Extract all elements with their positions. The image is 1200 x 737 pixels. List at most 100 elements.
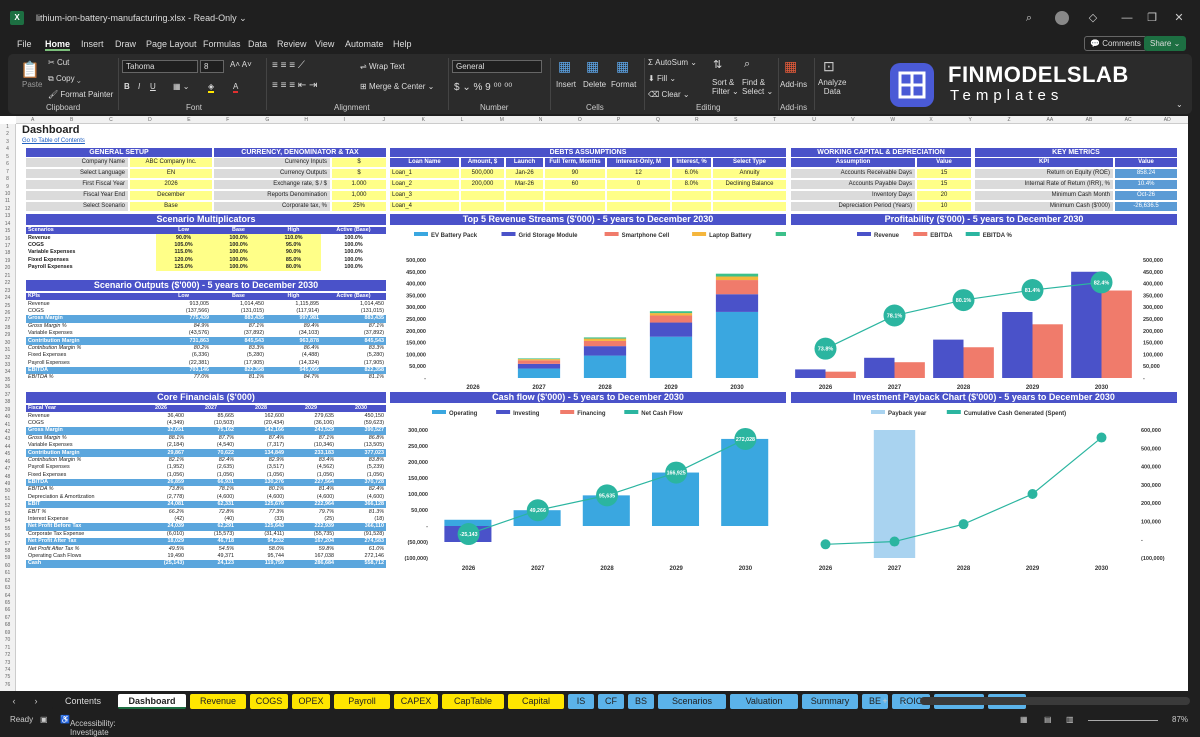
input-cell[interactable]: ABC Company Inc. [130,158,212,167]
table-cell[interactable]: Net Profit After Tax [26,538,136,546]
row-header[interactable]: 45 [4,451,11,458]
row-header[interactable]: 3 [6,138,9,145]
table-cell[interactable]: 120.0% [156,256,211,264]
menu-formulas[interactable]: Formulas [203,39,241,49]
table-cell[interactable]: (1,056) [216,471,234,478]
insert-cells-icon[interactable]: ▦ [558,58,572,74]
row-header[interactable]: 2 [6,131,9,138]
row-header[interactable]: 30 [4,339,11,346]
find-select-icon[interactable]: ⌕ [744,58,751,70]
sheet-tab-opex[interactable]: OPEX [292,694,330,709]
table-cell[interactable]: (10,346) [313,442,334,449]
row-header[interactable]: 74 [4,666,11,673]
table-cell[interactable]: 83.3% [248,344,264,351]
table-cell[interactable]: COGS [28,419,44,426]
table-cell[interactable]: 83.4% [318,456,334,463]
row-header[interactable]: 32 [4,354,11,361]
table-cell[interactable]: (5,280) [246,352,264,359]
column-header[interactable]: AB [1085,117,1093,123]
row-header[interactable]: 16 [4,235,11,242]
row-header[interactable]: 26 [4,309,11,316]
delete-cells-button[interactable]: Delete [583,80,607,89]
table-cell[interactable]: Fixed Expenses [28,471,67,478]
table-cell[interactable]: (31,411) [264,530,284,537]
debts-cell[interactable]: Loan_3 [390,191,459,200]
zoom-slider[interactable] [1088,720,1158,721]
table-cell[interactable]: 94,232 [236,538,286,546]
autosum-button[interactable]: Σ AutoSum ⌄ [648,58,698,67]
row-header[interactable]: 28 [4,324,11,331]
toc-link[interactable]: Go to Table of Contents [22,138,85,144]
debts-cell[interactable] [506,191,543,200]
table-cell[interactable]: Contribution Margin [26,337,156,345]
accessibility-status[interactable]: ♿ Accessibility: Investigate [60,715,116,737]
row-header[interactable]: 69 [4,629,11,636]
row-headers[interactable]: 1 2 3 4 5 6 7 8 9 10 11 12 13 14 15 16 17 18 19 20 21 22 23 24 2… [0,124,16,691]
table-cell[interactable]: 75,162 [186,427,236,435]
column-header[interactable]: C [109,117,113,123]
table-cell[interactable]: 731,863 [156,337,211,345]
sheet-tab-is[interactable]: IS [568,694,594,709]
table-cell[interactable]: 233,183 [286,449,336,457]
table-cell[interactable]: (1,056) [166,471,184,478]
column-header[interactable]: AD [1163,117,1171,123]
column-header[interactable]: Q [655,117,660,123]
row-header[interactable]: 48 [4,473,11,480]
column-header[interactable]: F [226,117,230,123]
row-header[interactable]: 70 [4,637,11,644]
table-cell[interactable]: (13,505) [363,442,384,449]
table-cell[interactable]: Contribution Margin [26,449,136,457]
table-cell[interactable]: Gross Margin % [28,434,67,441]
row-header[interactable]: 1 [6,124,9,130]
table-cell[interactable]: 1,014,450 [240,300,264,307]
table-cell[interactable]: (7,317) [266,442,284,449]
table-cell[interactable]: 29,867 [136,449,186,457]
table-cell[interactable]: 49.5% [168,545,184,552]
row-header[interactable]: 7 [6,168,9,175]
table-cell[interactable]: 87.7% [218,434,234,441]
table-cell[interactable]: 167,204 [286,538,336,546]
row-header[interactable]: 40 [4,414,11,421]
column-headers[interactable]: A B C D E F G H I J K L M N O P Q R S T U V W X Y Z AA AB AC AD [16,116,1188,124]
column-header[interactable]: I [343,117,345,123]
table-cell[interactable]: 86.8% [368,434,384,441]
table-cell[interactable]: (22,381) [188,359,209,366]
bold-icon[interactable]: B [124,82,130,91]
table-cell[interactable]: 72.8% [218,508,234,515]
table-cell[interactable]: Depreciation & Amortization [28,493,95,500]
table-cell[interactable]: (3,517) [266,464,284,471]
debts-cell[interactable] [506,202,543,211]
table-cell[interactable]: 81.1% [368,374,384,381]
vertical-scrollbar[interactable] [1188,116,1200,691]
table-cell[interactable]: Net Profit Before Tax [26,523,136,531]
debts-cell[interactable]: Loan_4 [390,202,459,211]
sheet-options-icon[interactable]: ⋮ [900,696,910,706]
table-cell[interactable]: 167,038 [314,553,335,559]
table-cell[interactable]: 82.4% [218,456,234,463]
row-header[interactable]: 27 [4,317,11,324]
sheet-tab-cogs[interactable]: COGS [250,694,288,709]
next-sheet-icon[interactable]: › [34,696,38,706]
table-cell[interactable]: 90.0% [266,249,321,257]
table-cell[interactable]: 82.4% [368,486,384,493]
table-cell[interactable]: 100.0% [211,249,266,257]
table-cell[interactable]: 86.4% [303,344,319,351]
table-cell[interactable]: 390,527 [336,427,386,435]
input-cell[interactable]: 25% [332,202,386,211]
table-cell[interactable]: 845,543 [321,337,386,345]
table-cell[interactable]: (18) [374,516,384,523]
table-cell[interactable]: 822,358 [321,366,386,375]
table-cell[interactable]: 66,931 [186,478,236,487]
column-header[interactable]: U [812,117,816,123]
row-header[interactable]: 68 [4,622,11,629]
table-cell[interactable]: 81.3% [368,508,384,515]
debts-cell[interactable]: 12 [607,169,670,178]
table-cell[interactable]: 366,110 [336,523,386,531]
table-cell[interactable]: (131,015) [360,307,384,314]
input-cell[interactable]: 1,000 [332,191,386,200]
debts-cell[interactable]: 60 [545,180,605,189]
table-cell[interactable]: 1,115,895 [295,300,319,307]
column-header[interactable]: J [382,117,386,123]
table-cell[interactable]: 822,358 [211,366,266,375]
table-cell[interactable]: (59,623) [363,419,384,426]
